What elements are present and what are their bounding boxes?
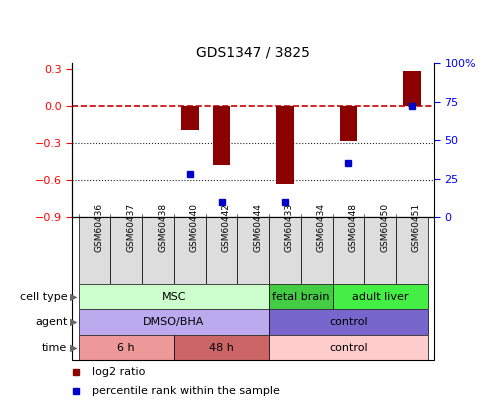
- Bar: [174, 335, 269, 360]
- Text: GSM60448: GSM60448: [348, 202, 357, 252]
- Bar: [332, 284, 428, 309]
- Title: GDS1347 / 3825: GDS1347 / 3825: [196, 45, 310, 59]
- Text: percentile rank within the sample: percentile rank within the sample: [92, 386, 280, 396]
- Text: ▶: ▶: [70, 317, 77, 327]
- Text: fetal brain: fetal brain: [272, 292, 330, 302]
- Bar: [301, 217, 332, 284]
- Bar: [340, 106, 357, 141]
- Text: GSM60434: GSM60434: [317, 202, 326, 252]
- Bar: [79, 217, 110, 284]
- Bar: [364, 217, 396, 284]
- Text: GSM60444: GSM60444: [253, 202, 262, 252]
- Bar: [269, 284, 332, 309]
- Text: GSM60442: GSM60442: [222, 202, 231, 252]
- Bar: [403, 70, 421, 106]
- Bar: [276, 106, 294, 184]
- Text: adult liver: adult liver: [352, 292, 408, 302]
- Text: agent: agent: [35, 317, 67, 327]
- Bar: [396, 217, 428, 284]
- Bar: [79, 335, 174, 360]
- Text: GSM60437: GSM60437: [126, 202, 135, 252]
- Bar: [332, 217, 364, 284]
- Bar: [79, 309, 269, 335]
- Text: GSM60438: GSM60438: [158, 202, 167, 252]
- Text: cell type: cell type: [20, 292, 67, 302]
- Bar: [142, 217, 174, 284]
- Bar: [238, 217, 269, 284]
- Bar: [181, 106, 199, 130]
- Text: GSM60433: GSM60433: [285, 202, 294, 252]
- Bar: [269, 309, 428, 335]
- Text: 48 h: 48 h: [209, 343, 234, 353]
- Text: ▶: ▶: [70, 292, 77, 302]
- Text: log2 ratio: log2 ratio: [92, 367, 146, 377]
- Text: MSC: MSC: [162, 292, 186, 302]
- Bar: [213, 106, 230, 165]
- Text: GSM60450: GSM60450: [380, 202, 389, 252]
- Bar: [79, 284, 269, 309]
- Text: ▶: ▶: [70, 343, 77, 353]
- Text: GSM60436: GSM60436: [95, 202, 104, 252]
- Bar: [174, 217, 206, 284]
- Text: time: time: [42, 343, 67, 353]
- Bar: [269, 335, 428, 360]
- Text: DMSO/BHA: DMSO/BHA: [143, 317, 205, 327]
- Text: control: control: [329, 343, 368, 353]
- Text: GSM60451: GSM60451: [412, 202, 421, 252]
- Text: control: control: [329, 317, 368, 327]
- Text: GSM60440: GSM60440: [190, 202, 199, 252]
- Bar: [269, 217, 301, 284]
- Bar: [110, 217, 142, 284]
- Bar: [206, 217, 238, 284]
- Text: 6 h: 6 h: [117, 343, 135, 353]
